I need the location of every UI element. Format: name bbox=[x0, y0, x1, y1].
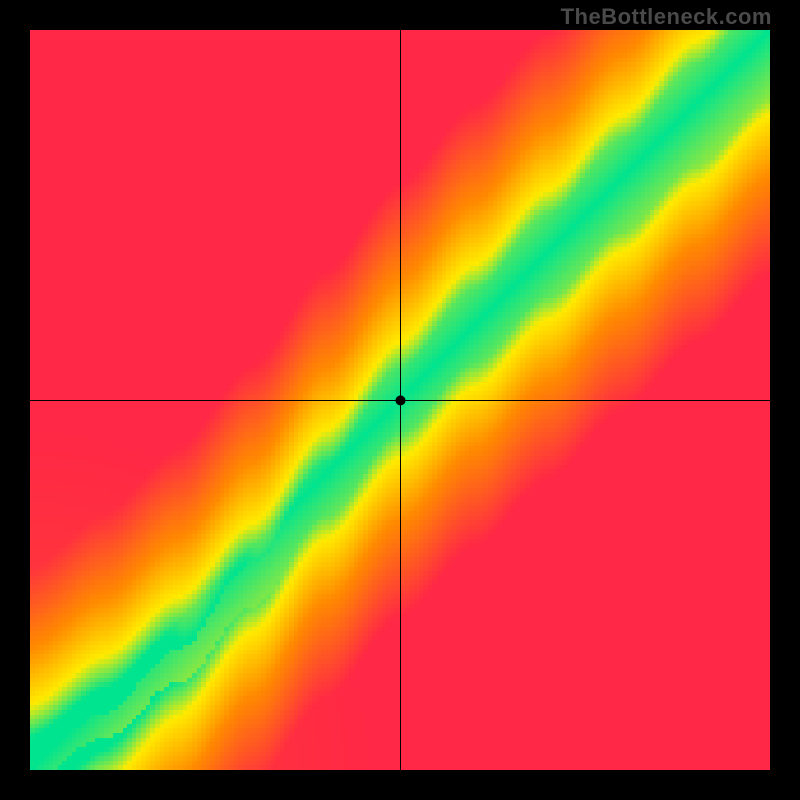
bottleneck-heatmap bbox=[30, 30, 770, 770]
chart-container: TheBottleneck.com bbox=[0, 0, 800, 800]
watermark-text: TheBottleneck.com bbox=[561, 4, 772, 30]
